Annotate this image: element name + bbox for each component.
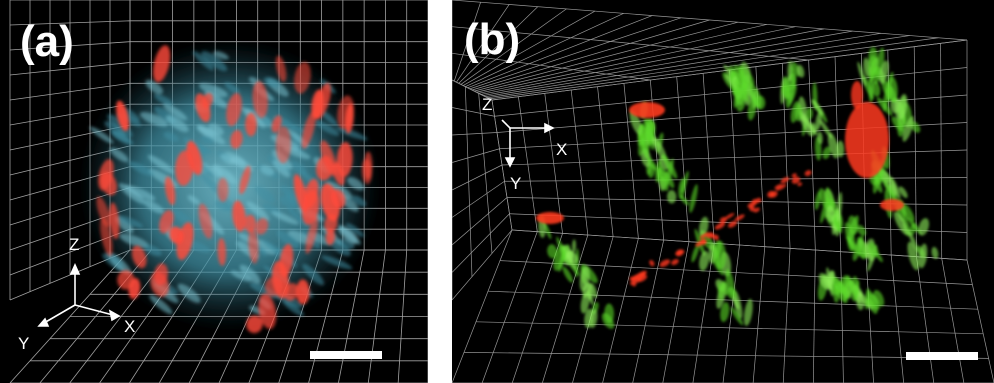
cell-cluster — [80, 40, 380, 334]
panel-label-b: (b) — [464, 15, 521, 64]
axis-label-y: Y — [510, 174, 522, 193]
panel-label-a: (a) — [20, 17, 74, 66]
panel-b-volume-render — [452, 0, 994, 383]
scale-bar-a — [310, 351, 382, 359]
red-signal — [536, 81, 904, 287]
axis-triad-a — [37, 263, 121, 327]
green-fibers — [538, 47, 939, 329]
axis-label-x: X — [556, 140, 568, 159]
panel-b-grid — [452, 0, 994, 383]
scale-bar-b — [906, 352, 978, 360]
axis-label-y: Y — [18, 334, 30, 353]
panel-a-image: (a) Z X Y — [0, 0, 428, 383]
axis-label-z: Z — [69, 235, 80, 254]
panel-b-image: (b) Z X Y — [452, 0, 994, 383]
panel-a-volume-render — [9, 0, 428, 383]
axis-label-z: Z — [482, 95, 493, 114]
axis-label-x: X — [124, 317, 136, 336]
axis-triad-b — [501, 119, 555, 168]
